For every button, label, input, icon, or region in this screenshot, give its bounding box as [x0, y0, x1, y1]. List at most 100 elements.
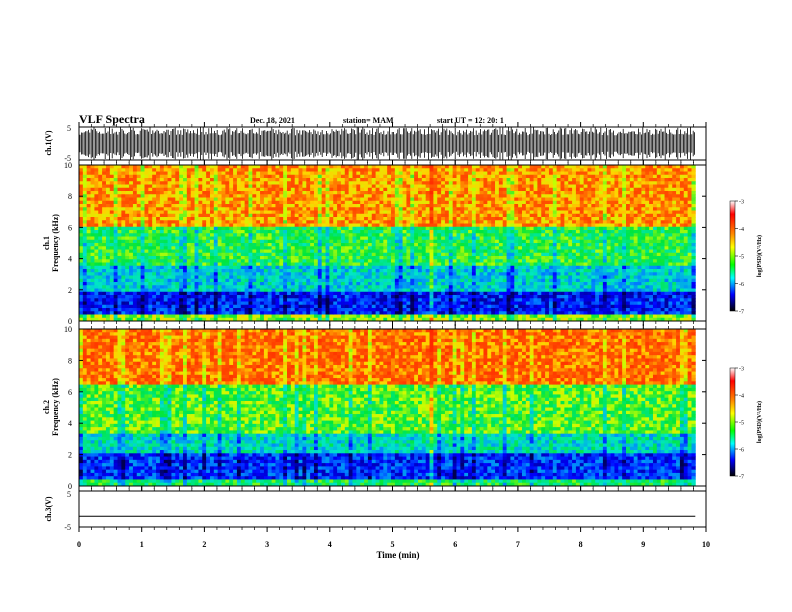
- spectrogram-cell: [183, 194, 188, 198]
- spectrogram-cell: [344, 291, 350, 296]
- spectrogram-cell: [460, 168, 465, 172]
- spectrogram-cell: [313, 168, 319, 172]
- spectrogram-cell: [267, 187, 272, 192]
- spectrogram-cell: [125, 308, 130, 312]
- spectrogram-cell: [244, 298, 249, 302]
- spectrogram-cell: [356, 314, 361, 319]
- spectrogram-cell: [294, 194, 299, 198]
- spectrogram-cell: [437, 210, 442, 215]
- spectrogram-cell: [290, 282, 296, 286]
- spectrogram-cell: [271, 282, 276, 286]
- spectrogram-cell: [460, 278, 465, 283]
- spectrogram-cell: [283, 191, 288, 195]
- spectrogram-cell: [456, 295, 461, 299]
- spectrogram-cell: [140, 265, 145, 270]
- spectrogram-cell: [394, 236, 400, 241]
- spectrogram-cell: [105, 259, 111, 263]
- spectrogram-cell: [321, 317, 326, 322]
- spectrogram-cell: [221, 233, 226, 237]
- spectrogram-cell: [260, 243, 265, 247]
- spectrogram-cell: [379, 174, 384, 179]
- spectrogram-cell: [375, 295, 380, 299]
- spectrogram-cell: [406, 243, 411, 247]
- spectrogram-cell: [209, 181, 215, 185]
- spectrogram-cell: [410, 171, 415, 176]
- spectrogram-cell: [437, 230, 442, 234]
- spectrogram-cell: [421, 304, 427, 309]
- spectrogram-cell: [325, 213, 330, 218]
- spectrogram-cell: [329, 282, 334, 286]
- spectrogram-cell: [360, 314, 365, 319]
- spectrogram-cell: [464, 236, 469, 241]
- spectrogram-cell: [410, 236, 415, 241]
- spectrogram-cell: [298, 288, 303, 293]
- spectrogram-cell: [371, 223, 377, 228]
- spectrogram-cell: [310, 200, 315, 205]
- spectrogram-cell: [425, 230, 430, 234]
- spectrogram-cell: [468, 298, 473, 302]
- spectrogram-cell: [206, 243, 211, 247]
- spectrogram-cell: [302, 220, 307, 224]
- spectrogram-cell: [244, 252, 249, 257]
- spectrogram-cell: [364, 256, 369, 260]
- spectrogram-cell: [306, 239, 311, 244]
- spectrogram-cell: [425, 249, 430, 254]
- spectrogram-cell: [102, 236, 107, 241]
- spectrogram-cell: [125, 230, 130, 234]
- spectrogram-cell: [209, 230, 215, 234]
- spectrogram-cell: [406, 187, 411, 192]
- spectrogram-cell: [163, 220, 168, 224]
- spectrogram-cell: [175, 181, 180, 185]
- spectrogram-cell: [113, 275, 118, 280]
- spectrogram-cell: [179, 213, 184, 218]
- spectrogram-cell: [313, 233, 319, 237]
- spectrogram-cell: [321, 252, 326, 257]
- spectrogram-cell: [379, 282, 384, 286]
- spectrogram-cell: [364, 285, 369, 289]
- spectrogram-cell: [167, 213, 172, 218]
- spectrogram-cell: [236, 217, 242, 221]
- spectrogram-cell: [102, 197, 107, 202]
- spectrogram-cell: [294, 165, 299, 169]
- spectrogram-cell: [444, 223, 450, 228]
- spectrogram-cell: [460, 259, 465, 263]
- spectrogram-cell: [329, 298, 334, 302]
- spectrogram-cell: [206, 223, 211, 228]
- spectrogram-cell: [283, 308, 288, 312]
- spectrogram-cell: [444, 308, 450, 312]
- spectrogram-cell: [302, 217, 307, 221]
- spectrogram-cell: [364, 291, 369, 296]
- spectrogram-cell: [310, 233, 315, 237]
- spectrogram-cell: [202, 291, 207, 296]
- spectrogram-cell: [156, 269, 161, 273]
- spectrogram-cell: [275, 314, 280, 319]
- spectrogram-cell: [279, 262, 284, 267]
- spectrogram-cell: [186, 298, 192, 302]
- spectrogram-cell: [213, 210, 219, 215]
- spectrogram-cell: [163, 174, 168, 179]
- spectrogram-cell: [244, 191, 249, 195]
- spectrogram-cell: [260, 265, 265, 270]
- spectrogram-cell: [348, 220, 353, 224]
- spectrogram-cell: [333, 171, 338, 176]
- spectrogram-cell: [102, 204, 107, 208]
- spectrogram-cell: [340, 191, 346, 195]
- spectrogram-cell: [98, 207, 103, 211]
- spectrogram-cell: [244, 239, 249, 244]
- spectrogram-cell: [167, 295, 172, 299]
- spectrogram-cell: [313, 207, 319, 211]
- spectrogram-cell: [79, 259, 84, 263]
- spectrogram-cell: [186, 285, 192, 289]
- spectrogram-cell: [79, 168, 84, 172]
- spectrogram-cell: [371, 285, 377, 289]
- spectrogram-cell: [444, 236, 450, 241]
- spectrogram-cell: [283, 210, 288, 215]
- spectrogram-cell: [271, 243, 276, 247]
- spectrogram-cell: [256, 308, 261, 312]
- spectrogram-cell: [456, 262, 461, 267]
- spectrogram-cell: [294, 200, 299, 205]
- spectrogram-cell: [217, 265, 222, 270]
- spectrogram-cell: [163, 272, 168, 276]
- spectrogram-cell: [313, 184, 319, 189]
- spectrogram-cell: [102, 187, 107, 192]
